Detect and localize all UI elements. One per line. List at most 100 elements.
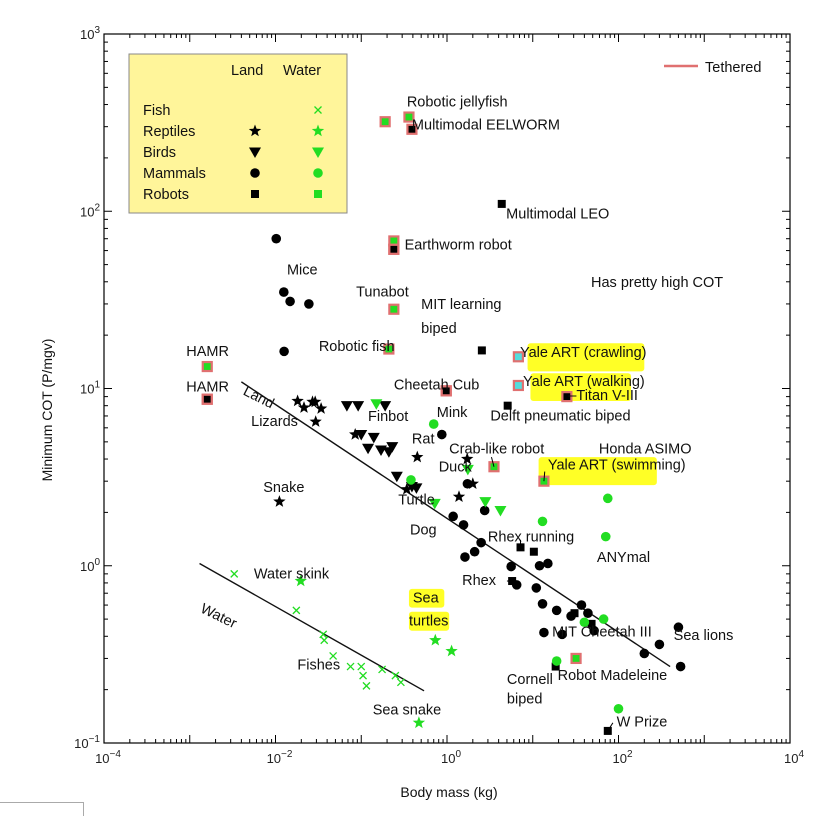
land-circle-point <box>639 648 650 659</box>
land-square-point <box>497 199 506 208</box>
y-axis-title: Minimum COT (P/mgv) <box>39 339 55 482</box>
tethered-square-point <box>383 343 395 355</box>
land-circle-point <box>557 629 567 640</box>
highlight-1 <box>530 373 632 402</box>
land-tri-point <box>340 401 353 412</box>
point-label: Finbot <box>368 409 408 425</box>
land-circle-point <box>537 599 548 609</box>
land-circle-point <box>534 560 545 571</box>
point-label: Dog <box>410 523 437 539</box>
point-label: biped <box>507 692 542 708</box>
water-circle-point <box>602 493 613 504</box>
leader-line <box>543 471 546 482</box>
point-label: MIT learning <box>421 297 501 313</box>
land-tri-point <box>367 432 380 444</box>
x-tick-label: 100 <box>441 749 461 766</box>
legend-label: Birds <box>143 145 176 161</box>
land-circle-point <box>675 661 686 672</box>
land-circle-point <box>285 296 295 307</box>
point-label: W Prize <box>617 714 668 730</box>
legend-water-marker <box>313 168 323 178</box>
land-circle-point <box>543 558 553 569</box>
land-circle-point <box>576 600 587 610</box>
legend-label: Fish <box>143 103 170 119</box>
water-star-point <box>412 716 426 729</box>
y-tick-label: 102 <box>80 202 100 219</box>
point-label: Tunabot <box>356 285 409 301</box>
land-star-point <box>297 401 311 413</box>
point-label: Mink <box>437 405 468 421</box>
land-circle-point <box>589 625 599 636</box>
highlight-layer <box>408 343 657 631</box>
land-circle-point <box>583 608 593 618</box>
x-tick-label: 10−2 <box>267 749 293 766</box>
tethered-land-robot-point <box>201 393 213 405</box>
water-x-point <box>292 606 301 615</box>
x-tick-label: 102 <box>612 749 632 766</box>
land-circle-point <box>531 583 542 593</box>
point-label: HAMR <box>186 380 229 396</box>
water-circle-point <box>613 703 624 714</box>
tethered-land-robot-point <box>561 391 573 403</box>
water-tri-point <box>370 399 383 410</box>
legend-water-marker <box>314 106 322 114</box>
land-tri-point <box>355 430 368 441</box>
tethered-legend: Tethered <box>664 60 761 76</box>
land-circle-point <box>279 287 289 297</box>
land-circle-point <box>448 511 458 522</box>
y-tick-label: 10−1 <box>74 734 100 751</box>
tethered-land-robot-point <box>406 123 418 135</box>
highlight-2 <box>538 457 657 486</box>
water-circle-point <box>406 475 416 485</box>
legend-water-marker <box>311 124 325 137</box>
point-label: Multimodal LEO <box>506 207 609 223</box>
legend-col-water: Water <box>283 63 321 79</box>
tethered-square-point <box>201 360 213 373</box>
water-x-point <box>320 636 329 645</box>
note-text: Has pretty high COT <box>591 275 723 291</box>
point-label: Lizards <box>251 414 298 430</box>
water-star-point <box>445 644 458 657</box>
point-label: Rhex <box>462 573 497 589</box>
land-circle-point <box>437 429 447 440</box>
land-tri-point <box>386 442 399 453</box>
land-star-point <box>400 482 413 495</box>
land-circle-point <box>479 505 490 516</box>
land-star-point <box>466 477 479 489</box>
water-circle-point <box>428 419 439 429</box>
fit-line-label: Land <box>240 383 276 412</box>
water-x-point <box>359 671 368 680</box>
data-points <box>201 111 686 735</box>
water-tri-point <box>428 498 441 510</box>
point-label: Robotic fish <box>319 339 395 355</box>
land-square-point <box>477 346 486 355</box>
leader-line <box>607 722 614 732</box>
tethered-label: Tethered <box>705 60 761 76</box>
legend-land-marker <box>251 190 259 198</box>
fit-line-label: Water <box>198 601 239 632</box>
land-star-point <box>411 450 424 463</box>
land-circle-point <box>506 561 516 572</box>
water-x-point <box>357 662 366 671</box>
legend-water-marker <box>312 147 324 158</box>
water-tri-point <box>479 497 492 508</box>
land-square-point <box>587 619 596 628</box>
land-tri-point <box>352 401 365 412</box>
water-x-point <box>396 678 405 687</box>
legend-box <box>128 53 348 214</box>
water-x-point <box>346 662 355 671</box>
point-label: Mice <box>287 262 318 278</box>
water-x-point <box>378 665 387 674</box>
leader-line <box>490 457 495 467</box>
fit-line-land <box>240 381 671 668</box>
point-label: Cheetah Cub <box>394 377 479 393</box>
axis-ticks: 10−4 10−2 100 102 104 10−1 100 101 102 103 <box>74 25 804 766</box>
point-label: Delft pneumatic biped <box>490 408 630 424</box>
x-axis-title: Body mass (kg) <box>400 784 497 800</box>
tethered-square-point <box>403 111 415 123</box>
land-square-point <box>529 547 538 556</box>
point-label: Duck <box>439 460 473 476</box>
land-tri-point <box>379 401 392 412</box>
water-star-point <box>429 633 442 646</box>
water-circle-point <box>600 531 611 542</box>
